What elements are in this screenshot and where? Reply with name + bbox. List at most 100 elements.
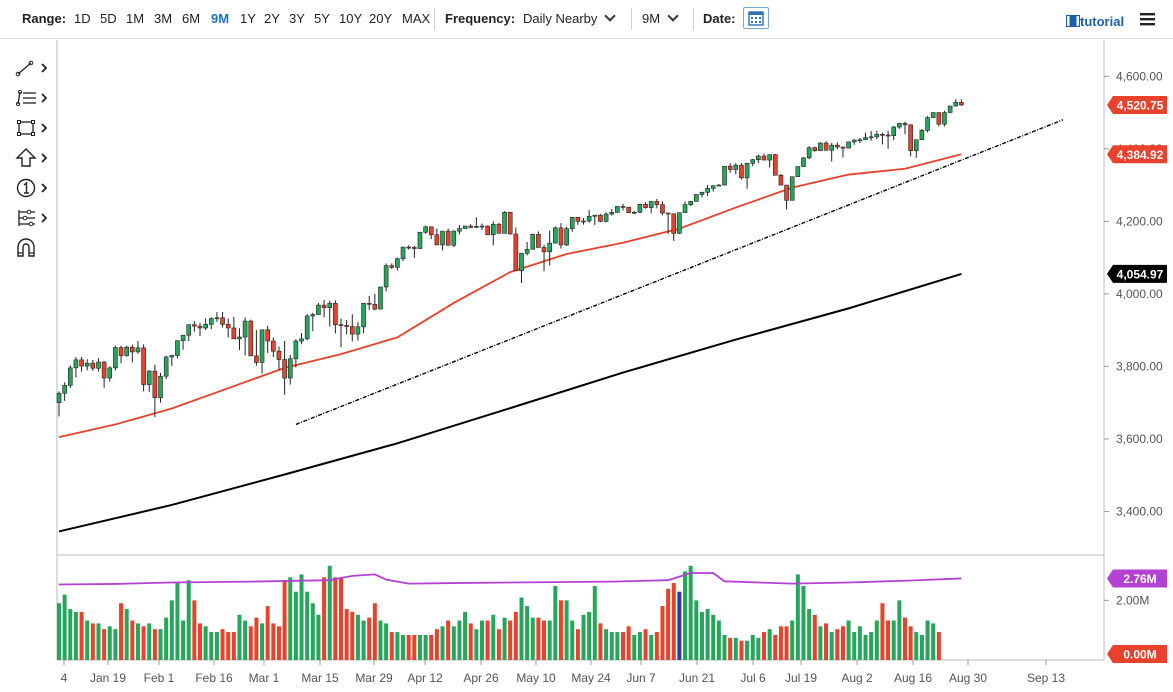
candle-body — [908, 124, 913, 151]
candlestick — [553, 226, 558, 244]
volume-bar — [463, 611, 468, 660]
range-button-9m[interactable]: 9M — [211, 11, 230, 26]
candlestick — [485, 225, 490, 236]
candlestick — [310, 312, 316, 332]
candle-body — [643, 203, 648, 208]
candle-body — [180, 334, 186, 341]
candlestick — [254, 330, 259, 366]
candlestick — [592, 214, 598, 225]
candle-body — [575, 217, 581, 222]
candle-body — [586, 215, 592, 222]
volume-bar — [276, 626, 281, 660]
candlestick — [440, 230, 445, 251]
volume-bar — [762, 632, 766, 660]
candlestick — [547, 230, 552, 266]
price-tick-label: 4,000.00 — [1116, 287, 1163, 301]
range-button-3m[interactable]: 3M — [154, 11, 173, 26]
range-button-5y[interactable]: 5Y — [314, 11, 330, 26]
candlestick — [733, 163, 739, 175]
volume-bar — [68, 609, 73, 660]
candle-body — [631, 211, 637, 214]
period-select[interactable]: 9M — [642, 10, 679, 26]
volume-bar — [141, 626, 146, 660]
calendar-button[interactable] — [743, 7, 769, 29]
price-tick-label: 3,400.00 — [1116, 504, 1163, 518]
annotation-tool[interactable] — [14, 176, 48, 200]
candle-body — [801, 157, 806, 167]
tutorial-link[interactable]: tutorial — [1065, 14, 1124, 29]
candle-body — [423, 226, 428, 233]
range-button-1m[interactable]: 1M — [126, 11, 145, 26]
candle-body — [778, 174, 784, 186]
range-button-2y[interactable]: 2Y — [264, 11, 280, 26]
range-button-1d[interactable]: 1D — [74, 11, 91, 26]
rectangle-tool-icon — [17, 120, 48, 136]
magnet-tool[interactable] — [14, 236, 48, 260]
volume-bar — [231, 632, 236, 660]
candlestick — [412, 246, 417, 258]
ma200-line — [58, 272, 962, 533]
volume-bar — [248, 626, 253, 660]
ma50-path — [58, 153, 962, 439]
trendline-tool[interactable] — [14, 56, 48, 80]
candle-body — [699, 192, 705, 195]
volume-bar — [147, 623, 152, 660]
candle-body — [135, 347, 141, 353]
volume-bar — [807, 609, 812, 660]
candlestick — [214, 312, 220, 322]
candlestick — [716, 183, 722, 187]
rectangle-tool[interactable] — [14, 116, 48, 140]
x-tick-label: Aug 2 — [841, 671, 873, 685]
candle-body — [333, 303, 338, 326]
fibonacci-tool[interactable] — [14, 86, 48, 110]
range-button-5d[interactable]: 5D — [100, 11, 117, 26]
arrow-tool[interactable] — [14, 146, 48, 170]
candlestick — [259, 329, 265, 374]
candlestick — [96, 358, 101, 372]
candle-body — [615, 206, 620, 213]
volume-bar — [615, 632, 620, 660]
range-button-3y[interactable]: 3Y — [289, 11, 305, 26]
candle-body — [936, 112, 942, 125]
candlestick — [271, 337, 276, 357]
frequency-select[interactable]: Daily Nearby — [523, 10, 617, 26]
candlestick — [366, 296, 372, 310]
candle-body — [530, 234, 536, 250]
candle-body — [349, 326, 355, 335]
volume-bar — [355, 614, 360, 660]
trendline — [295, 119, 1064, 426]
range-button-20y[interactable]: 20Y — [369, 11, 393, 26]
candlestick — [812, 146, 818, 152]
range-button-6m[interactable]: 6M — [182, 11, 201, 26]
candle-body — [321, 304, 327, 308]
range-button-10y[interactable]: 10Y — [339, 11, 363, 26]
candlestick — [67, 365, 73, 388]
volume-bar — [485, 620, 490, 660]
volume-bar — [169, 600, 174, 660]
volume-bar — [367, 617, 372, 660]
range-button-1y[interactable]: 1Y — [240, 11, 256, 26]
candlestick — [615, 206, 620, 213]
x-tick-label: Jun 21 — [679, 671, 715, 685]
volume-bar — [795, 574, 800, 660]
candlestick — [846, 141, 851, 149]
candle-body — [513, 233, 519, 271]
candlestick — [451, 230, 457, 248]
menu-icon[interactable] — [1140, 12, 1156, 26]
volume-bar — [778, 626, 783, 660]
x-tick-label: May 24 — [571, 671, 611, 685]
volume-bar — [344, 609, 349, 660]
volume-bar — [801, 585, 806, 660]
candle-body — [130, 346, 135, 353]
range-button-max[interactable]: MAX — [402, 11, 431, 26]
candlestick — [784, 184, 789, 210]
candle-body — [56, 392, 62, 403]
volume-bar — [711, 614, 716, 660]
volume-bar — [152, 629, 157, 660]
candlestick — [598, 214, 603, 223]
candlestick — [682, 201, 688, 213]
pattern-tool[interactable] — [14, 206, 48, 230]
candle-body — [293, 340, 299, 360]
candlestick — [767, 154, 772, 168]
